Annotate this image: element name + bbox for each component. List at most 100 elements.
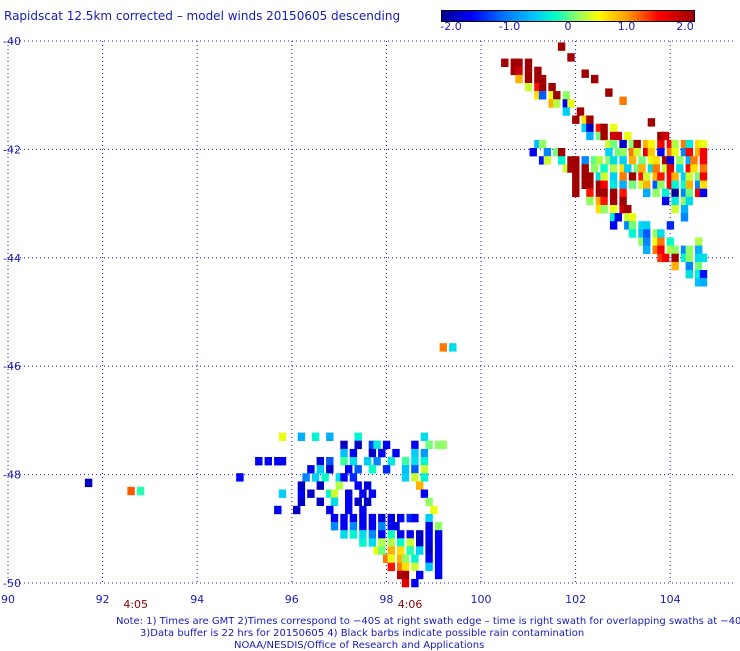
wind-cell [548,91,556,100]
wind-cell [572,172,580,181]
colorbar-tick-label: -1.0 [498,20,521,33]
wind-cell [387,522,395,531]
wind-cell [340,448,348,458]
wind-cell [581,180,589,189]
wind-cell [420,473,429,482]
wind-cell [359,513,367,523]
wind-cell [609,188,618,198]
wind-cell [515,74,523,84]
wind-cell [671,148,679,157]
wind-cell [278,489,287,498]
wind-cell [685,188,693,198]
wind-cell [401,570,410,580]
wind-cell [595,172,604,181]
wind-cell [699,164,708,173]
wind-cell [609,196,618,206]
wind-cell [534,91,542,100]
wind-cell [397,554,405,563]
wind-cell [666,164,675,173]
wind-cell [434,554,443,563]
wind-cell [680,148,689,157]
wind-cell [510,66,518,76]
wind-cell [340,513,348,523]
wind-cell [397,538,405,547]
wind-cell [316,457,324,466]
lon-tick-label: 96 [285,593,299,606]
wind-cell [609,213,618,222]
wind-cell [605,88,613,97]
wind-cell [373,457,381,466]
wind-cell [363,481,372,490]
wind-cell [368,440,377,450]
wind-cell [406,546,414,555]
wind-cell [699,139,708,149]
wind-cell [316,481,324,490]
wind-cell [652,188,660,198]
wind-cell [628,172,637,181]
wind-cell [326,489,334,498]
wind-cell [524,83,533,92]
wind-cell [416,530,424,539]
wind-cell [515,66,523,76]
wind-cell [567,156,575,165]
wind-cell [671,261,679,271]
wind-cell [420,432,429,441]
wind-cell [619,180,627,189]
wind-cell [600,131,608,141]
lat-tick-label: -44 [3,252,21,265]
wind-cell [671,188,679,198]
wind-cell [326,505,334,515]
wind-cell [378,530,386,539]
wind-cell [671,245,679,254]
wind-cell [614,131,622,141]
wind-cell [581,156,589,165]
wind-cell [600,205,608,214]
wind-cell [609,221,618,230]
wind-cell [378,546,386,555]
wind-cell [354,432,362,441]
wind-cell [434,570,443,580]
wind-cell [534,74,542,84]
wind-cell [638,229,646,238]
time-labels: 4:05 4:06 [123,598,422,611]
wind-cell [680,196,689,206]
wind-cell [382,554,391,563]
wind-cell [661,164,670,173]
wind-cell [326,432,334,441]
wind-cell [397,530,405,539]
wind-cell [661,253,670,263]
colorbar-tick-label: 1.0 [617,20,636,33]
wind-cell [434,538,443,547]
wind-cell [425,538,433,547]
wind-cell [345,489,353,498]
wind-cell [330,497,339,506]
wind-cell [543,148,552,157]
wind-cell [586,123,594,133]
wind-cell [274,457,282,466]
wind-cell [657,253,665,263]
wind-cell [354,481,362,490]
wind-cell [605,148,613,157]
wind-cell [680,213,689,222]
wind-cell [392,448,400,458]
wind-cell [628,213,637,222]
wind-cell [652,156,660,165]
wind-cell [326,465,334,474]
wind-cell [633,148,641,157]
wind-cell [600,172,608,181]
wind-cell [538,156,547,165]
wind-cell [647,148,656,157]
wind-cell [425,513,433,523]
wind-cell [619,156,627,165]
wind-cell [671,172,679,181]
wind-cell [652,237,660,246]
wind-cell [652,164,660,173]
wind-cell [581,69,589,78]
lat-tick-label: -48 [3,469,21,482]
wind-cell [609,205,618,214]
lat-tick-label: -46 [3,360,21,373]
wind-cell [425,530,433,539]
lon-tick-label: 98 [379,593,393,606]
wind-cell [685,270,693,279]
